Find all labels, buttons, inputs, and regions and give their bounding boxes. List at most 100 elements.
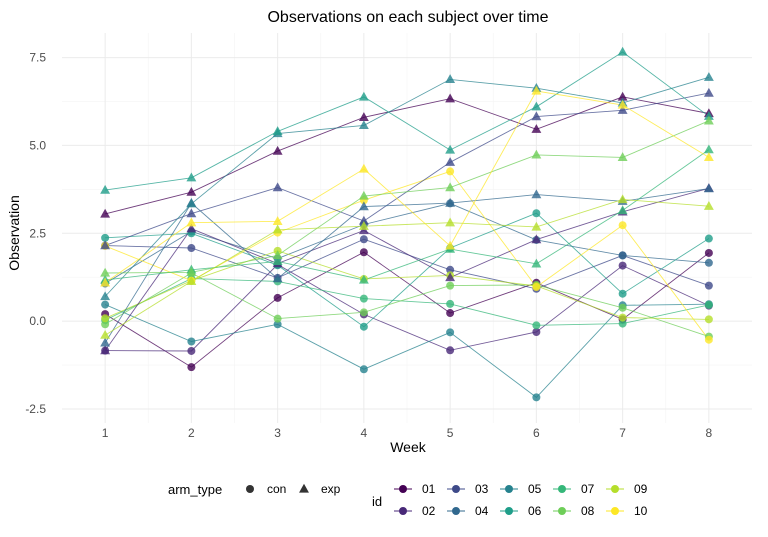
data-point-con-05 [187,337,196,346]
data-point-con-03 [359,235,368,244]
data-point-exp-09 [617,194,628,204]
y-tick-label: 5.0 [29,138,46,152]
data-point-exp-03 [186,208,197,218]
data-point-exp-06 [100,184,111,194]
color-legend-title: id [372,494,382,509]
data-point-con-06 [532,209,541,218]
color-legend-label: 08 [581,504,595,518]
data-point-exp-07 [272,256,283,266]
legend-key-point [505,485,513,493]
data-point-exp-03 [272,182,283,192]
color-legend-label: 03 [475,482,489,496]
data-point-con-07 [532,321,541,330]
color-legend-label: 10 [634,504,648,518]
shape-legend-title: arm_type [168,482,222,497]
data-point-con-06 [704,234,713,243]
data-point-con-05 [101,300,110,309]
data-point-con-02 [618,261,627,270]
data-point-con-07 [704,300,713,309]
data-point-exp-08 [358,190,369,200]
color-legend-label: 01 [422,482,436,496]
data-point-exp-10 [186,217,197,227]
data-point-exp-09 [531,221,542,231]
data-point-exp-10 [100,277,111,287]
legend-circle-icon [246,485,254,493]
data-point-exp-06 [703,111,714,120]
chart-title: Observations on each subject over time [267,9,548,26]
x-tick-label: 8 [706,426,713,440]
data-point-exp-09 [445,217,456,227]
data-point-exp-04 [703,183,714,193]
data-point-exp-08 [445,182,456,192]
series-line-con-09 [104,250,709,320]
data-point-exp-01 [100,208,111,218]
data-point-exp-10 [703,152,714,162]
data-point-con-03 [446,265,455,274]
data-point-con-05 [446,328,455,337]
legend-key-point [452,485,460,493]
data-point-con-02 [446,346,455,355]
data-point-con-01 [187,363,196,372]
data-point-exp-05 [100,291,111,301]
data-point-exp-04 [531,189,542,199]
color-legend-label: 09 [634,482,648,496]
series-line-exp-04 [104,188,709,344]
data-point-con-03 [704,281,713,290]
legend-key-point [558,507,566,515]
data-point-exp-06 [272,126,283,136]
data-point-exp-10 [617,99,628,109]
data-point-exp-03 [703,87,714,97]
data-point-exp-04 [100,337,111,347]
data-point-con-08 [101,320,110,329]
series-line-con-07 [104,278,709,326]
data-point-exp-05 [358,120,369,130]
data-point-exp-06 [617,46,628,56]
data-point-con-10 [446,167,455,176]
data-point-exp-08 [617,152,628,162]
x-tick-label: 1 [102,426,109,440]
series-line-con-01 [104,251,710,368]
data-point-exp-01 [445,93,456,103]
data-point-exp-04 [272,273,283,283]
y-tick-label: -2.5 [25,402,46,416]
color-legend-label: 02 [422,504,436,518]
data-point-con-08 [618,303,627,312]
x-tick-label: 4 [361,426,368,440]
series-line-exp-09 [104,199,709,336]
data-point-exp-06 [186,172,197,182]
data-point-exp-02 [100,345,111,355]
data-point-exp-08 [272,250,283,260]
color-legend-label: 06 [528,504,542,518]
data-point-exp-04 [358,201,369,211]
data-point-con-03 [187,244,196,253]
data-point-exp-10 [272,216,283,225]
data-point-exp-03 [445,157,456,166]
data-point-exp-07 [703,144,714,154]
data-point-exp-01 [617,91,628,101]
y-axis-title: Observation [6,195,22,270]
legend-key-point [611,507,619,515]
x-tick-label: 6 [533,426,540,440]
grid [62,33,752,423]
shape-legend-label: con [267,482,286,496]
data-point-con-01 [704,248,713,257]
x-axis-title: Week [390,439,427,455]
data-point-con-09 [101,314,110,323]
data-point-con-05 [273,320,282,329]
data-point-exp-07 [358,274,369,284]
data-point-con-06 [101,233,110,242]
y-tick-label: 7.5 [29,51,46,65]
data-point-con-08 [359,308,368,317]
data-point-exp-08 [703,115,714,125]
y-axis-ticks: -2.5 0.0 2.5 5.0 7.5 [25,51,46,416]
data-point-con-05 [532,393,541,402]
series-line-exp-06 [105,51,710,191]
color-legend-label: 07 [581,482,595,496]
data-point-con-08 [273,314,282,323]
y-tick-label: 2.5 [29,226,46,240]
x-tick-label: 3 [274,426,281,440]
series-line-con-08 [104,272,710,338]
data-point-exp-07 [617,205,628,215]
data-point-con-09 [618,313,627,322]
